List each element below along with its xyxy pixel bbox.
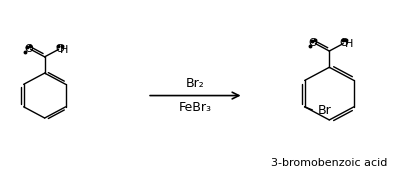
Text: H: H [60, 45, 68, 55]
Text: Br₂: Br₂ [186, 77, 205, 90]
Text: 3-bromobenzoic acid: 3-bromobenzoic acid [271, 158, 388, 168]
Text: O: O [55, 44, 64, 54]
Text: O: O [339, 38, 348, 49]
Text: O: O [24, 44, 33, 54]
Text: O: O [309, 38, 318, 49]
Text: H: H [345, 39, 353, 49]
Text: FeBr₃: FeBr₃ [179, 101, 212, 114]
Text: Br: Br [318, 104, 331, 117]
